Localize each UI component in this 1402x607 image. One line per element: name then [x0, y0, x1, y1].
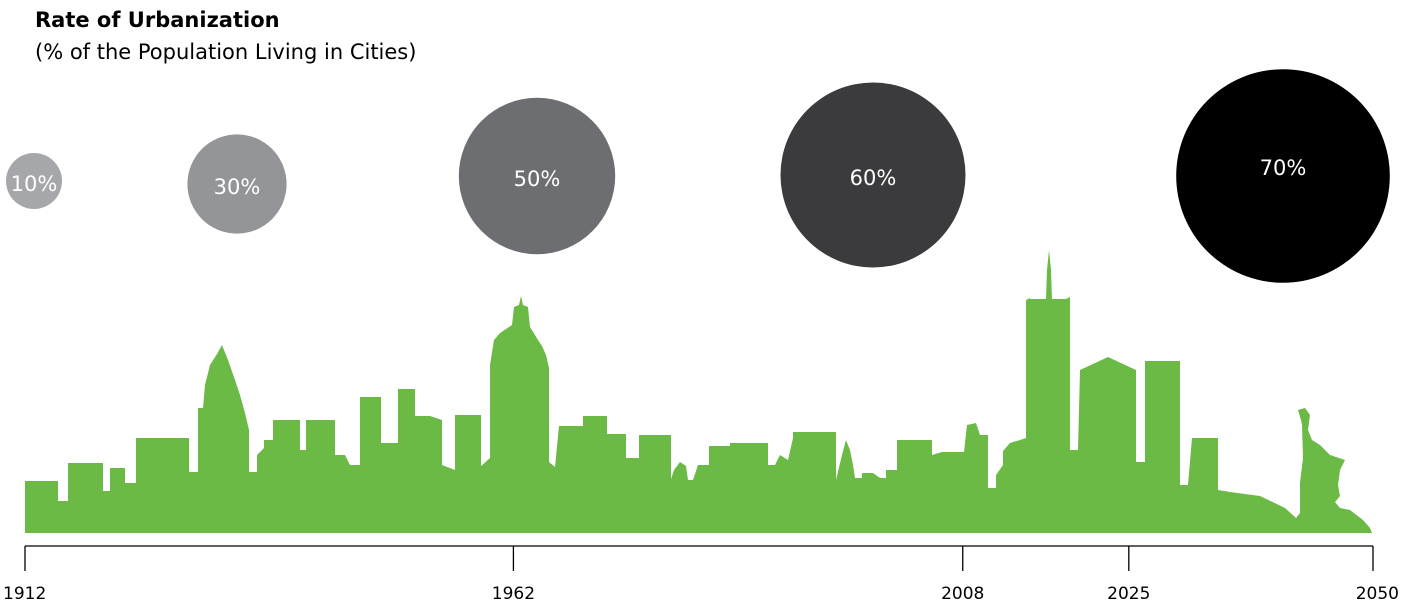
chart-title: Rate of Urbanization — [35, 8, 280, 32]
tick-label-1962: 1962 — [492, 584, 535, 604]
tick-label-2025: 2025 — [1107, 584, 1150, 604]
city-skyline-silhouette — [25, 250, 1372, 533]
tick-label-2008: 2008 — [941, 584, 984, 604]
tick-label-1912: 1912 — [3, 584, 46, 604]
bubble-2008 — [458, 97, 616, 255]
bubble-label-2025: 60% — [850, 166, 897, 190]
bubble-label-1912: 10% — [11, 172, 58, 196]
bubble-group: 10% 30% 50% 60% 70% — [6, 69, 1390, 283]
bubble-2025 — [780, 82, 966, 268]
bubble-1962 — [187, 134, 287, 234]
bubble-label-2008: 50% — [514, 167, 561, 191]
tick-label-2050: 2050 — [1356, 584, 1399, 604]
bubble-2050 — [1176, 69, 1390, 283]
bubble-1912 — [6, 153, 62, 209]
bubble-label-2050: 70% — [1260, 156, 1307, 180]
timeline-tick-group: 1912 1962 2008 2025 2050 — [3, 546, 1399, 604]
bubble-label-1962: 30% — [214, 175, 261, 199]
chart-subtitle: (% of the Population Living in Cities) — [35, 40, 417, 64]
